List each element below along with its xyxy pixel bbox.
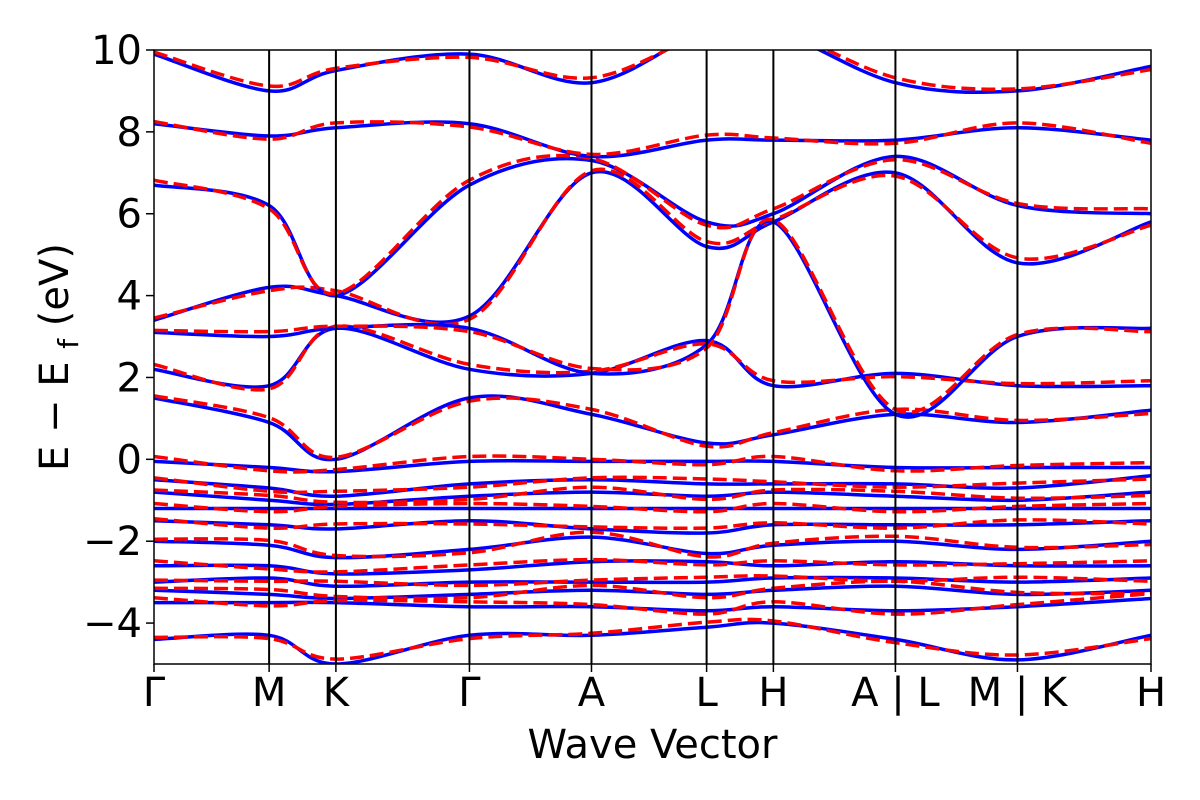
y-axis-label-main: E − E [32, 361, 78, 471]
x-tick-label: Γ [458, 670, 481, 716]
band-dashed-5 [154, 530, 1151, 559]
band-dashed-2 [154, 485, 1151, 505]
band-solid-10 [154, 620, 1151, 664]
band-dashed-16 [154, 119, 1151, 157]
band-dashed-12 [154, 324, 1151, 392]
x-tick-label: A | L [851, 670, 940, 716]
y-tick-label: 0 [117, 437, 142, 483]
bands-layer [154, 50, 1151, 664]
band-solid-4 [154, 518, 1151, 535]
x-tick-label: H [1136, 670, 1166, 716]
band-solid-16 [154, 120, 1151, 159]
y-axis-label: E − E f (eV) [32, 243, 88, 471]
y-tick-label: 8 [117, 110, 142, 156]
band-dashed-4 [154, 516, 1151, 531]
plot-frame [153, 49, 1152, 665]
band-dashed-0 [154, 454, 1151, 474]
band-solid-13 [154, 169, 1151, 325]
band-dashed-9 [154, 591, 1151, 616]
band-dashed-10 [154, 617, 1151, 661]
band-dashed-15 [154, 153, 1151, 296]
x-tick-label: K [323, 670, 351, 716]
y-tick-label: 4 [117, 274, 142, 320]
band-dashed-11 [154, 394, 1151, 460]
y-tick-label: 10 [91, 28, 142, 74]
y-axis-label-subscript: f [52, 338, 85, 349]
band-solid-14 [154, 219, 1151, 419]
x-tick-label: H [758, 670, 788, 716]
x-tick-label: M | K [968, 670, 1069, 716]
band-dashed-7 [154, 574, 1151, 588]
x-tick-label: Γ [143, 670, 166, 716]
y-axis-label-unit: (eV) [32, 243, 78, 326]
y-tick-label: −4 [83, 601, 142, 647]
y-ticks: −4 −2 0 2 4 6 8 10 [83, 28, 154, 647]
x-tick-label: M [252, 670, 287, 716]
band-dashed-6 [154, 557, 1151, 574]
band-dashed-17 [154, 50, 1151, 92]
vertical-path-lines [268, 50, 1019, 664]
y-tick-label: −2 [83, 519, 142, 565]
band-solid-7 [154, 575, 1151, 589]
x-tick-label: A [578, 670, 606, 716]
band-solid-12 [154, 326, 1151, 389]
band-dashed-8 [154, 579, 1151, 601]
x-axis-label: Wave Vector [528, 722, 779, 768]
y-tick-label: 6 [117, 192, 142, 238]
band-solid-15 [154, 154, 1151, 298]
band-solid-1 [154, 473, 1151, 498]
band-dashed-3 [154, 501, 1151, 514]
band-dashed-1 [154, 475, 1151, 495]
y-tick-label: 2 [117, 355, 142, 401]
x-tick-label: L [695, 670, 718, 716]
